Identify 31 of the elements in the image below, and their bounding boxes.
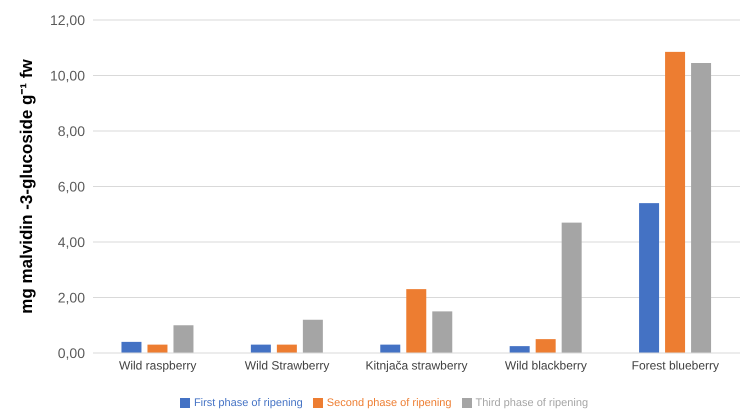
y-axis-title: mg malvidin -3-glucoside g⁻¹ fw bbox=[17, 58, 36, 314]
legend-label: First phase of ripening bbox=[194, 397, 303, 409]
x-tick-label: Wild raspberry bbox=[119, 358, 196, 373]
x-tick-label: Kitnjača strawberry bbox=[365, 358, 468, 373]
y-tick-label: 4,00 bbox=[58, 234, 86, 250]
y-tick-label: 12,00 bbox=[50, 12, 86, 28]
x-tick-label: Forest blueberry bbox=[632, 358, 719, 373]
y-tick-label: 8,00 bbox=[58, 122, 86, 139]
bar bbox=[432, 311, 452, 353]
bar bbox=[536, 339, 556, 353]
bar bbox=[691, 63, 712, 353]
bar bbox=[173, 325, 194, 353]
bar bbox=[250, 344, 271, 353]
legend-label: Third phase of ripening bbox=[476, 397, 588, 409]
x-tick-label: Wild blackberry bbox=[504, 358, 587, 373]
bar bbox=[380, 344, 400, 353]
bar bbox=[302, 320, 323, 353]
y-tick-label: 0,00 bbox=[58, 344, 86, 361]
bar bbox=[639, 203, 660, 353]
bar bbox=[562, 222, 582, 353]
bar bbox=[406, 289, 426, 353]
bar bbox=[510, 346, 530, 353]
bar bbox=[147, 344, 168, 353]
legend-label: Second phase of ripening bbox=[326, 397, 452, 409]
y-tick-label: 6,00 bbox=[58, 178, 86, 194]
y-tick-label: 10,00 bbox=[50, 67, 86, 84]
x-tick-label: Wild Strawberry bbox=[244, 358, 330, 373]
bar bbox=[121, 342, 142, 353]
bar bbox=[276, 344, 297, 353]
bar bbox=[665, 52, 686, 353]
y-tick-label: 2,00 bbox=[58, 289, 86, 306]
